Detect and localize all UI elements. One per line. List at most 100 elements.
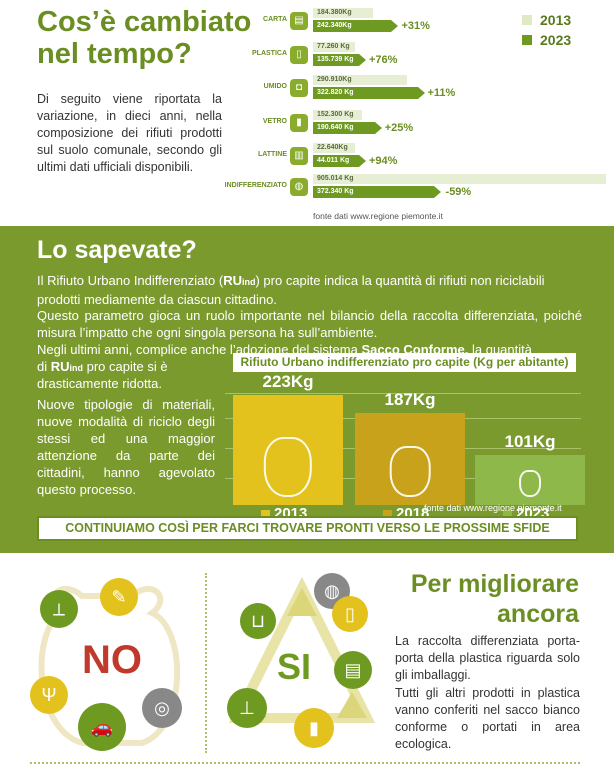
fork-icon: Ψ	[30, 676, 68, 714]
bottom-title-line2: ancora	[497, 600, 579, 628]
p3d: pro capite si è	[83, 359, 168, 374]
chart2-title: Rifiuto Urbano indifferenziato pro capit…	[233, 353, 576, 372]
legend-swatch-2023	[522, 35, 532, 45]
si-label: SI	[277, 646, 312, 687]
can-icon: ▥	[290, 147, 308, 165]
legend: 2013 2023	[522, 10, 571, 50]
ru-bar-2013	[233, 395, 343, 505]
bar-label-2023: 242.340Kg	[317, 22, 352, 29]
ru-value-2013: 223Kg	[262, 372, 314, 391]
bar-label-2013: 290.910Kg	[317, 76, 352, 83]
ru-abbr: RU	[223, 273, 242, 288]
dispenser-icon: ⊥	[227, 688, 267, 728]
bottom-section: ⟂ ✎ Ψ ◎ 🚗 NO ◍ ⊔ ▯ ▤ ⊥ ▮ SI Per migliora…	[0, 553, 614, 768]
bar-2013-carta: 184.380Kg	[313, 8, 373, 18]
category-label-vetro: VETRO	[262, 118, 287, 125]
bar-2023-plastica: 135.739 Kg	[313, 54, 359, 66]
cd-icon: ◎	[142, 688, 182, 728]
mid-paragraph-4: Nuove tipologie di materiali, nuove moda…	[37, 397, 215, 497]
change-percent-vetro: +25%	[384, 122, 414, 134]
bar-label-2013: 152.300 Kg	[317, 111, 354, 118]
brush-icon: ✎	[100, 578, 138, 616]
category-label-umido: UMIDO	[263, 83, 287, 90]
bottom-paragraph-2: Tutti gli altri prodotti in plastica van…	[395, 686, 580, 751]
p1-start: Il Rifiuto Urbano Indifferenziato (	[37, 273, 224, 288]
bottom-title-line1: Per migliorare	[410, 570, 579, 598]
toy-car-icon: 🚗	[78, 703, 126, 751]
ru-subscript-2: ind	[69, 363, 84, 373]
bar-2013-vetro: 152.300 Kg	[313, 110, 363, 120]
bin-icon: ◘	[290, 79, 308, 97]
cta-banner: CONTINUIAMO COSÌ PER FARCI TROVARE PRONT…	[37, 516, 578, 541]
water-bottle-icon: ▯	[332, 596, 368, 632]
bar-2023-indifferenziato: 372.340 Kg	[313, 186, 434, 198]
arrow-marker	[417, 87, 425, 99]
category-label-carta: CARTA	[263, 16, 287, 23]
bar-2013-lattine: 22.640Kg	[313, 143, 355, 153]
ru-subscript: ind	[241, 277, 256, 287]
change-percent-indifferenziato: -59%	[445, 186, 472, 198]
bar-2013-indifferenziato: 905.014 Kg	[313, 174, 606, 184]
bar-2023-carta: 242.340Kg	[313, 20, 392, 32]
bag-icon: ◍	[290, 178, 308, 196]
ru-value-2023: 101Kg	[504, 432, 556, 452]
arrow-marker	[391, 20, 399, 32]
legend-2013: 2013	[522, 10, 571, 30]
ru-bar-2018	[355, 412, 465, 505]
bottom-divider	[30, 762, 580, 764]
arrow-marker	[359, 155, 366, 167]
p1-end: ) pro capite indica la quantità di rifiu…	[37, 273, 545, 307]
middle-section: Lo sapevate? Il Rifiuto Urbano Indiffere…	[0, 226, 614, 553]
change-percent-plastica: +76%	[369, 54, 398, 66]
paper-icon: ▤	[290, 12, 308, 30]
garbage-bag-icon	[263, 436, 313, 497]
arrow-marker	[359, 54, 366, 66]
bar-label-2023: 135.739 Kg	[317, 56, 354, 63]
bar-label-2023: 322.820 Kg	[317, 89, 354, 96]
top-title: Cos’è cambiato nel tempo?	[37, 6, 251, 70]
category-label-lattine: LATTINE	[257, 151, 287, 158]
garbage-bag-icon	[519, 469, 541, 497]
top-description: Di seguito viene riportata la variazione…	[37, 92, 222, 174]
bar-label-2023: 190.640 Kg	[317, 124, 354, 131]
garbage-bag-icon	[389, 446, 431, 497]
bottom-paragraph-1: La raccolta differenziata porta-porta de…	[395, 634, 580, 682]
tray-icon: ⊔	[240, 603, 276, 639]
container-icon: ▤	[334, 651, 372, 689]
bottom-title: Per migliorare ancora	[411, 569, 579, 629]
mid-paragraph-3b: di RUind pro capite si è	[37, 358, 222, 377]
year-swatch	[503, 510, 512, 519]
bottle-icon: ▮	[294, 708, 334, 748]
legend-2023: 2023	[522, 30, 571, 50]
bar-2023-lattine: 44.011 Kg	[313, 155, 359, 167]
year-swatch	[383, 510, 392, 519]
legend-swatch-2013	[522, 15, 532, 25]
category-label-plastica: PLASTICA	[252, 50, 287, 57]
bar-label-2013: 77.260 Kg	[317, 43, 350, 50]
legend-label-2013: 2013	[540, 12, 572, 28]
si-graphic: ◍ ⊔ ▯ ▤ ⊥ ▮ SI	[222, 568, 382, 753]
glass-bottle-icon: ▮	[290, 114, 308, 132]
razor-icon: ⟂	[40, 590, 78, 628]
ru-abbr-2: RU	[50, 359, 70, 374]
bar-2023-vetro: 190.640 Kg	[313, 122, 375, 134]
bar-2023-umido: 322.820 Kg	[313, 87, 418, 99]
waste-composition-chart: CARTA ▤ 184.380Kg 242.340Kg +31% PLASTICA ▯ 77.…	[0, 0, 614, 226]
top-source: fonte dati www.regione piemonte.it	[313, 211, 443, 221]
bar-label-2013: 22.640Kg	[317, 144, 348, 151]
top-section: Cos’è cambiato nel tempo? Di seguito vie…	[0, 0, 614, 226]
change-percent-carta: +31%	[401, 20, 430, 32]
bar-2013-plastica: 77.260 Kg	[313, 42, 355, 52]
ru-per-capita-chart: Rifiuto Urbano indifferenziato pro capit…	[225, 353, 585, 522]
bar-2013-umido: 290.910Kg	[313, 75, 408, 85]
bar-label-2013: 184.380Kg	[317, 9, 352, 16]
vertical-divider	[205, 573, 207, 753]
bar-label-2023: 44.011 Kg	[317, 157, 350, 164]
no-label: NO	[82, 638, 142, 682]
bar-label-2023: 372.340 Kg	[317, 188, 354, 195]
gridline	[225, 393, 581, 394]
top-title-line2: nel tempo?	[37, 38, 192, 70]
mid-title: Lo sapevate?	[37, 236, 197, 264]
arrow-marker	[374, 122, 382, 134]
mid-paragraph-1: Il Rifiuto Urbano Indifferenziato (RUind…	[37, 272, 582, 308]
